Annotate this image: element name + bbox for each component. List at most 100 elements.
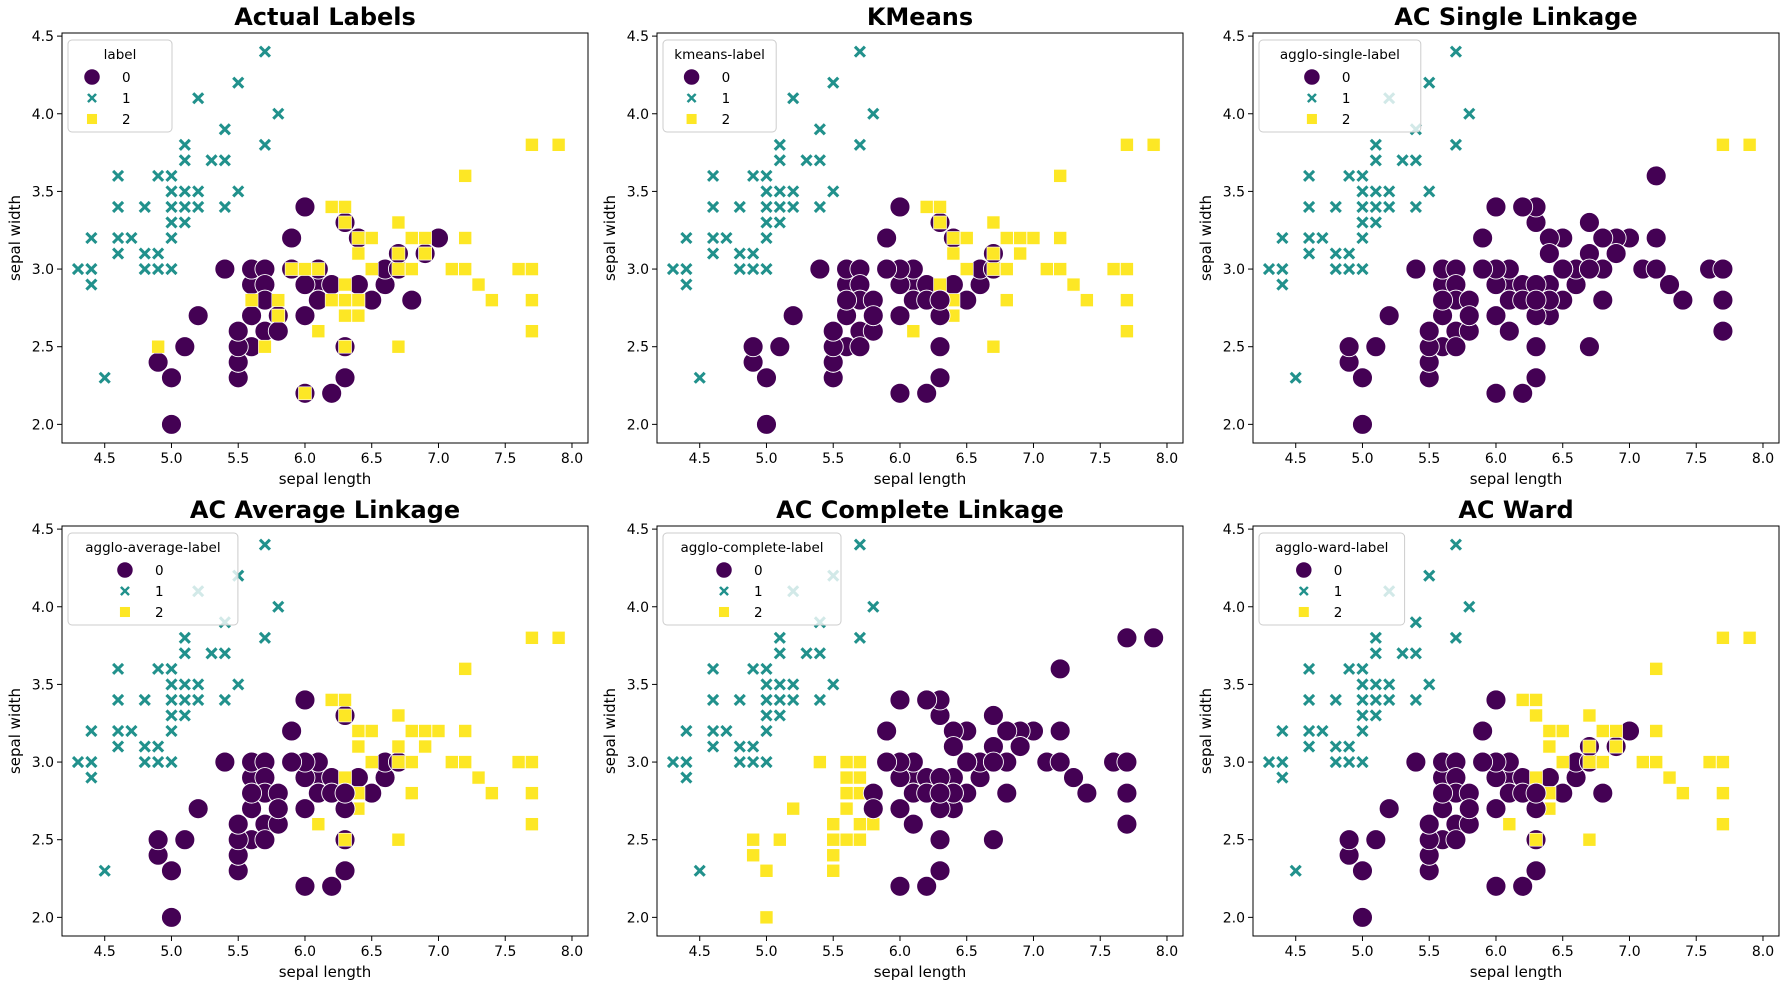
legend-entry-label: 1: [1342, 91, 1351, 107]
data-point-class-2: [933, 215, 947, 230]
y-tick-label: 2.5: [1223, 833, 1245, 849]
data-point-class-2: [445, 755, 459, 769]
data-point-class-2: [1066, 277, 1081, 292]
data-point-class-1: [257, 630, 272, 645]
data-point-class-2: [1013, 246, 1027, 261]
data-point-class-0: [982, 705, 1004, 726]
legend-title: label: [104, 47, 137, 63]
data-point-class-1: [177, 677, 192, 692]
data-point-class-0: [1592, 289, 1614, 311]
data-point-class-2: [1582, 832, 1597, 847]
data-point-class-0: [334, 367, 356, 389]
data-point-class-0: [1592, 782, 1614, 804]
y-tick-label: 3.5: [1223, 184, 1245, 200]
data-point-class-1: [204, 646, 219, 661]
data-point-class-2: [906, 324, 921, 338]
x-tick-label: 7.0: [1022, 944, 1044, 960]
data-point-class-1: [732, 755, 747, 769]
data-point-class-0: [1049, 720, 1071, 742]
data-point-class-0: [756, 413, 777, 435]
data-point-class-2: [351, 293, 366, 307]
legend-entry-label: 0: [122, 70, 131, 86]
y-tick-label: 4.5: [627, 522, 649, 538]
data-point-class-2: [933, 277, 947, 292]
data-point-class-1: [1275, 262, 1290, 276]
legend-title: agglo-ward-label: [1275, 540, 1388, 556]
data-point-class-2: [773, 832, 787, 847]
y-tick-label: 2.0: [32, 417, 54, 433]
data-point-class-2: [338, 215, 352, 230]
x-tick-label: 7.0: [427, 944, 449, 960]
data-point-class-2: [458, 755, 472, 769]
data-point-class-2: [986, 246, 1001, 261]
data-point-class-0: [1076, 782, 1098, 804]
data-point-class-1: [1275, 770, 1290, 785]
legend-entry-label: 2: [1334, 605, 1343, 621]
data-point-class-1: [177, 153, 192, 168]
data-point-class-2: [311, 262, 326, 276]
data-point-class-0: [1472, 720, 1494, 742]
data-point-class-2: [338, 308, 352, 323]
data-point-class-2: [551, 138, 566, 152]
data-point-class-1: [1302, 739, 1316, 754]
data-point-class-2: [839, 786, 854, 800]
data-point-class-1: [177, 200, 192, 214]
y-tick-label: 3.0: [627, 755, 649, 771]
y-axis-label: sepal width: [6, 688, 24, 774]
data-point-class-1: [759, 724, 774, 738]
data-point-class-0: [1592, 227, 1614, 249]
data-point-class-1: [759, 755, 774, 769]
data-point-class-1: [177, 630, 192, 645]
data-point-class-1: [164, 200, 179, 214]
data-point-class-1: [137, 246, 152, 261]
data-point-class-0: [1525, 782, 1547, 804]
data-point-class-2: [1716, 138, 1730, 152]
data-point-class-0: [1525, 367, 1547, 389]
data-point-class-0: [267, 798, 289, 820]
x-tick-label: 5.5: [1418, 451, 1440, 467]
data-point-class-1: [706, 168, 720, 183]
axes-frame: [656, 32, 1184, 444]
data-point-class-0: [334, 782, 356, 804]
data-point-class-0: [982, 829, 1004, 851]
data-point-class-2: [1636, 755, 1650, 769]
legend-box: [1258, 39, 1422, 133]
data-point-class-2: [284, 262, 299, 276]
data-point-class-2: [959, 231, 974, 245]
data-point-class-1: [71, 755, 85, 769]
x-axis-label: sepal length: [1470, 963, 1563, 981]
data-point-class-1: [1395, 153, 1410, 168]
data-point-class-0: [161, 413, 182, 435]
data-point-class-2: [525, 631, 539, 645]
data-point-class-1: [826, 677, 841, 692]
x-tick-label: 5.5: [1418, 944, 1440, 960]
legend-marker-class-2: [119, 606, 131, 618]
y-tick-label: 2.0: [1223, 417, 1245, 433]
data-point-class-0: [956, 751, 978, 773]
data-point-class-2: [1120, 324, 1134, 338]
data-point-class-1: [257, 537, 272, 552]
y-tick-label: 3.0: [1223, 262, 1245, 278]
data-point-class-1: [84, 231, 99, 245]
data-point-class-0: [1116, 751, 1138, 773]
x-tick-label: 8.0: [1752, 451, 1774, 467]
data-point-class-1: [1275, 724, 1290, 738]
data-point-class-1: [706, 246, 720, 261]
data-point-class-2: [1716, 631, 1730, 645]
data-point-class-2: [458, 724, 472, 738]
data-point-class-0: [267, 320, 289, 342]
data-point-class-0: [996, 782, 1018, 804]
data-point-class-1: [204, 153, 219, 168]
legend-box: [662, 39, 777, 133]
data-point-class-0: [174, 829, 196, 851]
data-point-class-0: [401, 289, 423, 311]
data-point-class-2: [391, 339, 406, 354]
data-point-class-2: [351, 231, 366, 245]
data-point-class-1: [111, 661, 125, 676]
panel-ac-ward: 4.5 5.0 5.5 6.0 6.5 7.0 7.5 8.0 2.0 2.5 3.0 3.5 4.0 4…: [1197, 496, 1780, 981]
data-point-class-0: [187, 798, 209, 820]
data-point-class-2: [338, 832, 352, 847]
data-point-class-1: [217, 693, 232, 707]
data-point-class-2: [1555, 755, 1570, 769]
data-point-class-2: [418, 246, 432, 261]
